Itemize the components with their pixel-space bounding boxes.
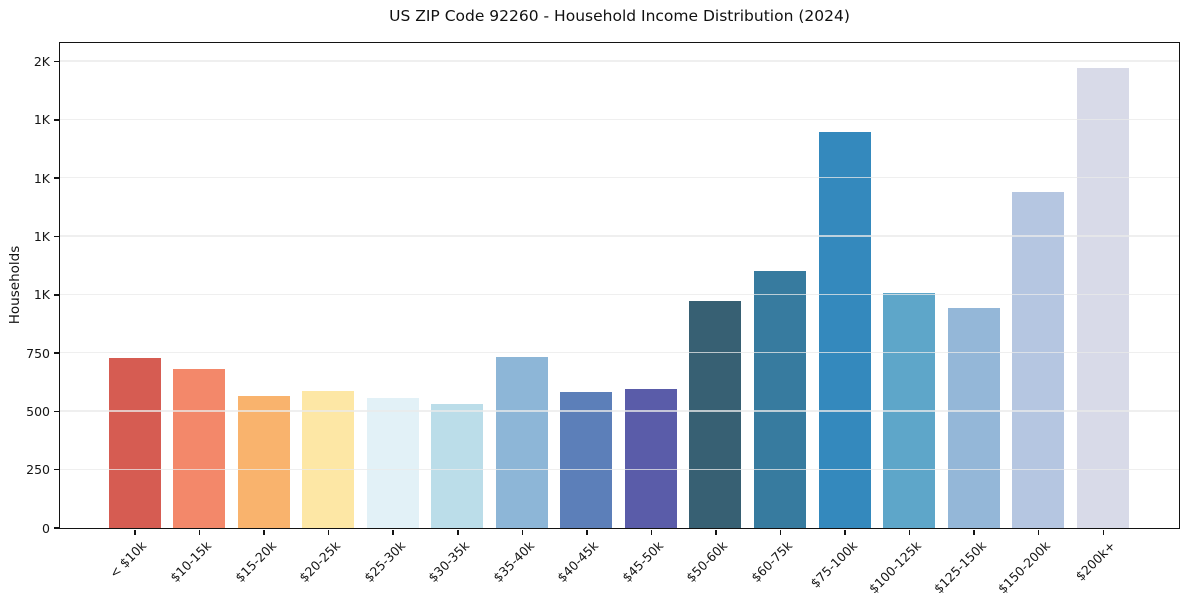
x-tick-label: $25-30k (360, 538, 408, 586)
bar (431, 403, 484, 528)
x-tick-mark (844, 529, 846, 535)
x-tick-label: $125-150k (930, 538, 989, 596)
x-tick-label: $35-40k (489, 538, 537, 586)
bar (1076, 68, 1129, 528)
bar (108, 358, 161, 528)
y-tick-label: 750 (26, 345, 50, 361)
y-tick-mark (53, 119, 59, 121)
x-tick-label: $75-100k (807, 538, 860, 591)
x-tick-mark (198, 529, 201, 535)
y-tick-mark (53, 60, 59, 63)
bar (818, 132, 871, 528)
x-tick-label: $60-75k (748, 538, 796, 586)
y-tick-label: 2K (33, 54, 50, 70)
bar (947, 308, 1000, 528)
y-tick-label: 1K (33, 170, 50, 186)
bar (1012, 191, 1065, 528)
x-tick-label: $15-20k (231, 538, 279, 586)
y-axis-label: Households (7, 245, 23, 325)
gridline (59, 118, 1179, 121)
x-tick-mark (779, 529, 782, 535)
x-tick-mark (263, 529, 265, 535)
bar (302, 391, 355, 528)
bar (754, 271, 806, 528)
x-tick-mark (650, 529, 653, 535)
y-tick-mark (53, 235, 59, 238)
x-tick-mark (1037, 529, 1040, 535)
x-tick-mark (134, 529, 136, 535)
y-tick-mark (53, 527, 59, 529)
y-tick-mark (53, 410, 59, 413)
x-tick-mark (586, 529, 588, 535)
x-tick-mark (973, 529, 975, 535)
bar (173, 368, 226, 528)
x-tick-label: $30-35k (425, 538, 473, 586)
x-tick-label: $100-125k (865, 538, 925, 596)
gridline (59, 293, 1179, 296)
y-tick-label: 250 (26, 462, 50, 478)
gridline (59, 177, 1179, 179)
y-tick-mark (53, 352, 59, 354)
gridline (59, 410, 1179, 412)
gridline (59, 351, 1179, 354)
bar (237, 395, 290, 528)
chart-title: US ZIP Code 92260 - Household Income Dis… (389, 7, 850, 25)
x-tick-mark (908, 529, 911, 535)
x-tick-mark (327, 529, 330, 535)
bar (366, 398, 419, 528)
y-tick-label: 1K (33, 112, 50, 128)
plot-area (58, 41, 1180, 529)
x-tick-label: $45-50k (618, 538, 667, 586)
x-tick-label: $200k+ (1072, 538, 1118, 584)
bar (560, 392, 613, 528)
gridline (59, 60, 1179, 62)
x-tick-label: $20-25k (296, 538, 344, 586)
x-tick-label: $50-60k (683, 538, 731, 586)
x-tick-label: < $10k (106, 538, 150, 581)
x-tick-mark (1102, 529, 1104, 535)
gridline (59, 235, 1179, 237)
y-tick-label: 500 (26, 403, 50, 419)
y-tick-label: 0 (42, 520, 50, 536)
y-tick-label: 1K (33, 287, 50, 303)
y-tick-mark (53, 468, 59, 471)
gridline (59, 468, 1179, 470)
y-tick-mark (53, 177, 59, 179)
x-tick-label: $150-200k (995, 538, 1054, 596)
bar (624, 388, 677, 528)
y-tick-mark (53, 294, 59, 296)
x-tick-mark (457, 529, 459, 535)
x-tick-label: $40-45k (554, 538, 602, 586)
x-tick-mark (521, 529, 524, 535)
bar (495, 357, 548, 528)
bar (689, 301, 742, 528)
x-tick-mark (715, 529, 717, 535)
y-tick-label: 1K (33, 229, 50, 245)
x-tick-mark (392, 529, 394, 535)
x-tick-label: $10-15k (167, 538, 215, 586)
